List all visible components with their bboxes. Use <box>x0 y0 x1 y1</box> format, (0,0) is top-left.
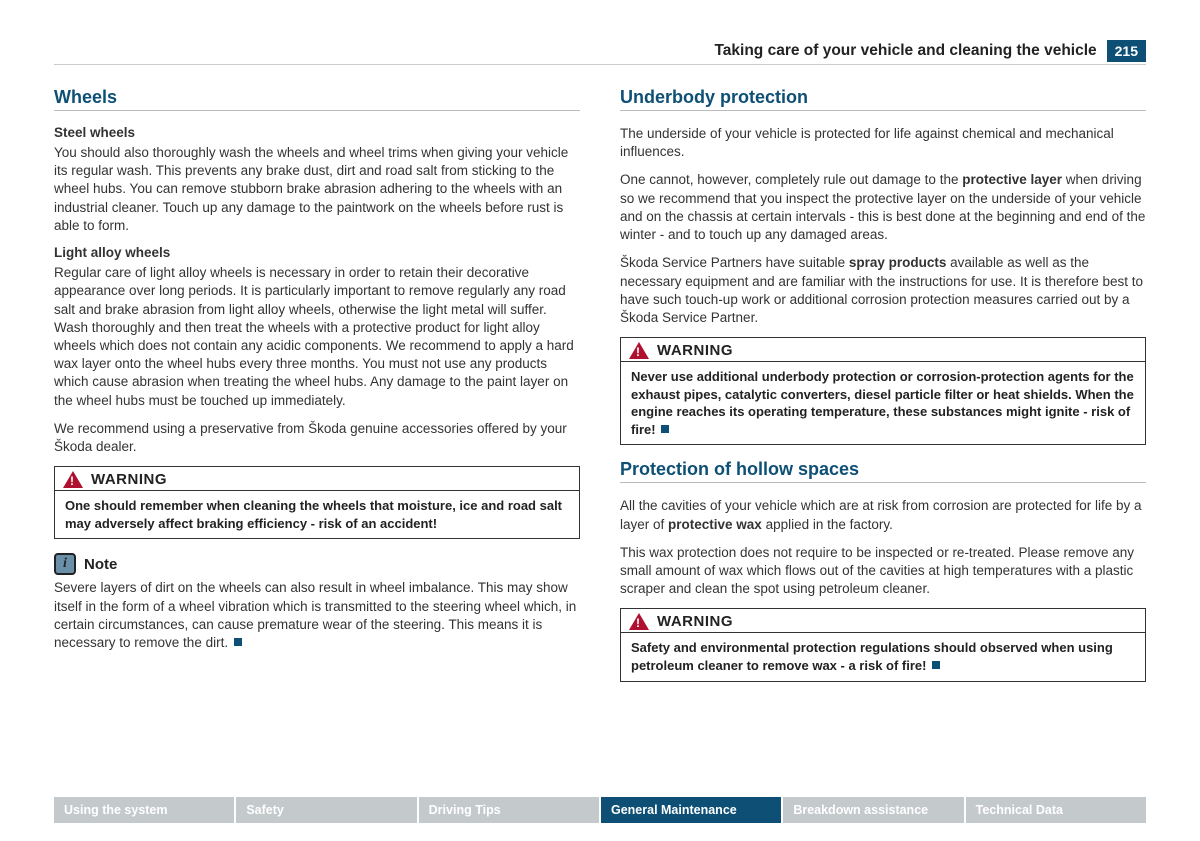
section-heading-underbody: Underbody protection <box>620 87 1146 111</box>
header-title: Taking care of your vehicle and cleaning… <box>714 42 1096 60</box>
tab-breakdown[interactable]: Breakdown assistance <box>783 797 963 823</box>
para-hollow-1: All the cavities of your vehicle which a… <box>620 497 1146 533</box>
para-underbody-3: Škoda Service Partners have suitable spr… <box>620 254 1146 327</box>
left-column: Wheels Steel wheels You should also thor… <box>54 87 580 696</box>
text-frag: applied in the factory. <box>762 517 893 532</box>
warning-text: Never use additional underbody protectio… <box>631 369 1134 437</box>
tab-using-system[interactable]: Using the system <box>54 797 234 823</box>
warning-body: One should remember when cleaning the wh… <box>55 490 579 538</box>
warning-title: WARNING <box>657 613 733 630</box>
warning-icon <box>629 613 649 630</box>
warning-title: WARNING <box>91 471 167 488</box>
subheading-light-alloy: Light alloy wheels <box>54 245 580 260</box>
para-steel-wheels: You should also thoroughly wash the whee… <box>54 144 580 235</box>
note-text: Severe layers of dirt on the wheels can … <box>54 580 576 650</box>
warning-header: WARNING <box>621 338 1145 361</box>
section-end-icon <box>661 425 669 433</box>
info-icon: i <box>54 553 76 575</box>
warning-icon <box>63 471 83 488</box>
tab-general-maintenance[interactable]: General Maintenance <box>601 797 781 823</box>
warning-box-hollow: WARNING Safety and environmental protect… <box>620 608 1146 681</box>
tab-safety[interactable]: Safety <box>236 797 416 823</box>
warning-body: Safety and environmental protection regu… <box>621 632 1145 680</box>
note-header: i Note <box>54 553 580 575</box>
text-bold: protective layer <box>962 172 1062 187</box>
section-end-icon <box>932 661 940 669</box>
warning-box-wheels: WARNING One should remember when cleanin… <box>54 466 580 539</box>
warning-header: WARNING <box>621 609 1145 632</box>
text-bold: protective wax <box>668 517 762 532</box>
text-frag: Škoda Service Partners have suitable <box>620 255 849 270</box>
tab-driving-tips[interactable]: Driving Tips <box>419 797 599 823</box>
page: Taking care of your vehicle and cleaning… <box>0 0 1200 696</box>
section-heading-wheels: Wheels <box>54 87 580 111</box>
warning-header: WARNING <box>55 467 579 490</box>
warning-title: WARNING <box>657 342 733 359</box>
warning-box-underbody: WARNING Never use additional underbody p… <box>620 337 1146 445</box>
section-end-icon <box>234 638 242 646</box>
note-body: Severe layers of dirt on the wheels can … <box>54 579 580 652</box>
para-underbody-1: The underside of your vehicle is protect… <box>620 125 1146 161</box>
warning-body: Never use additional underbody protectio… <box>621 361 1145 444</box>
note-title: Note <box>84 556 117 573</box>
subheading-steel-wheels: Steel wheels <box>54 125 580 140</box>
text-frag: One cannot, however, completely rule out… <box>620 172 962 187</box>
text-bold: spray products <box>849 255 947 270</box>
page-number: 215 <box>1107 40 1146 62</box>
para-hollow-2: This wax protection does not require to … <box>620 544 1146 599</box>
footer-tabs: Using the system Safety Driving Tips Gen… <box>54 797 1146 823</box>
right-column: Underbody protection The underside of yo… <box>620 87 1146 696</box>
warning-text: Safety and environmental protection regu… <box>631 640 1113 673</box>
para-underbody-2: One cannot, however, completely rule out… <box>620 171 1146 244</box>
content-columns: Wheels Steel wheels You should also thor… <box>54 87 1146 696</box>
para-light-alloy-2: We recommend using a preservative from Š… <box>54 420 580 456</box>
para-light-alloy-1: Regular care of light alloy wheels is ne… <box>54 264 580 410</box>
tab-technical-data[interactable]: Technical Data <box>966 797 1146 823</box>
page-header: Taking care of your vehicle and cleaning… <box>54 40 1146 65</box>
section-heading-hollow: Protection of hollow spaces <box>620 459 1146 483</box>
warning-icon <box>629 342 649 359</box>
